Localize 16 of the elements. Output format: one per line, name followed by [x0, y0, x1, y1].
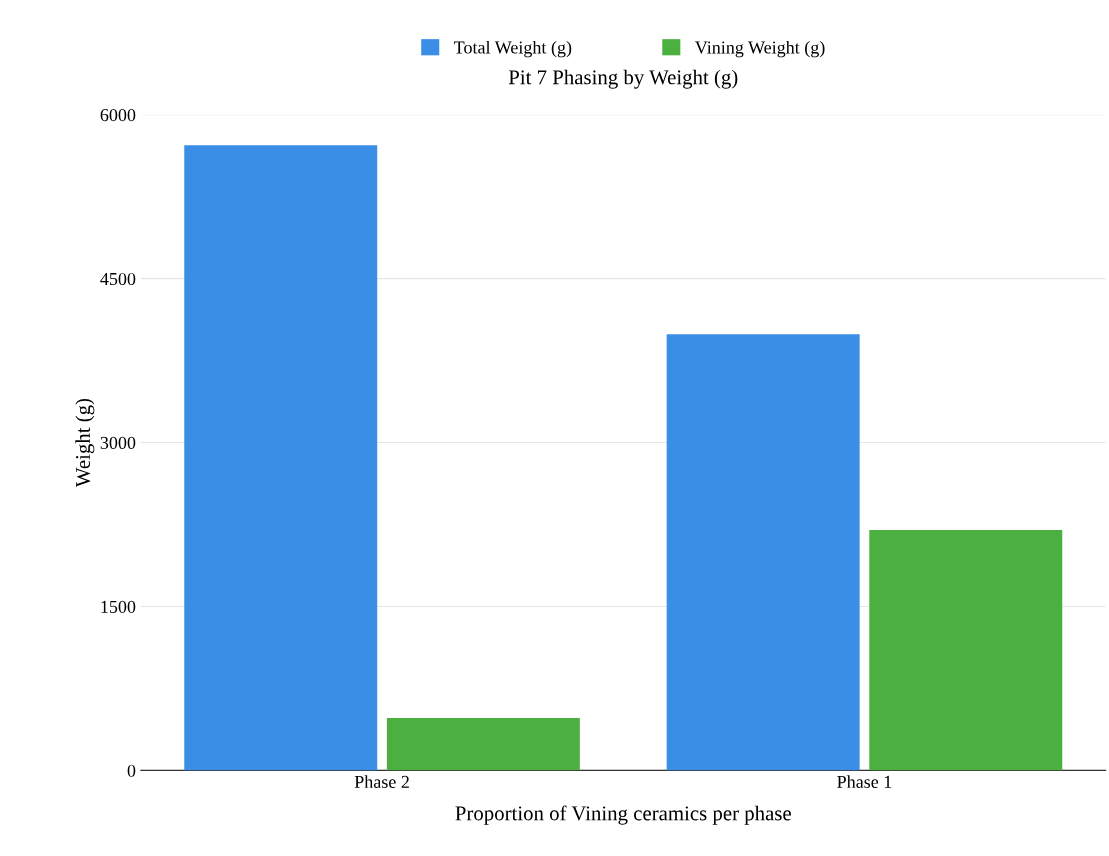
bar: [666, 334, 860, 771]
legend-label: Vining Weight (g): [694, 40, 825, 58]
legend-label: Total Weight (g): [454, 40, 572, 58]
y-tick-label: 4500: [100, 272, 136, 286]
bar: [386, 717, 580, 771]
bar: [184, 145, 378, 771]
y-tick-label: 1500: [101, 600, 136, 613]
y-tick-label: 6000: [100, 108, 136, 122]
y-tick-label: 0: [127, 764, 136, 777]
bar: [869, 529, 1063, 771]
x-axis-title: Proportion of Vining ceramics per phase: [455, 805, 791, 825]
y-tick-label: 3000: [100, 436, 136, 449]
y-axis-title: Weight (g): [75, 398, 95, 488]
x-tick-label: Phase 1: [837, 775, 892, 788]
chart-title: Pit 7 Phasing by Weight (g): [508, 69, 738, 89]
x-tick-label: Phase 2: [354, 775, 409, 788]
